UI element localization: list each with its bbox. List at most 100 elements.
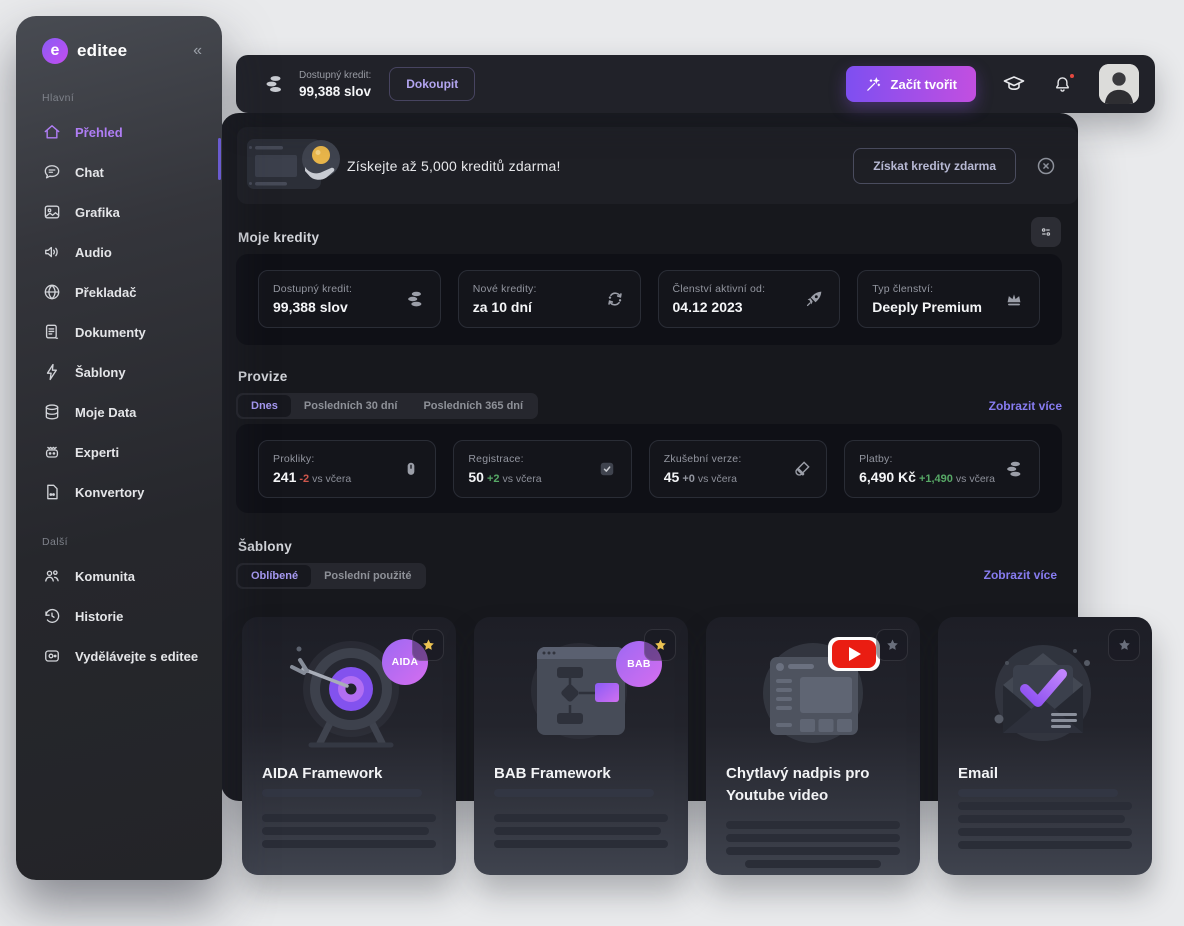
sidebar-item-vydelavejte[interactable]: Vydělávejte s editee (16, 636, 222, 676)
stat-value: 45 (663, 469, 680, 485)
history-icon (42, 606, 62, 626)
editee-logo-icon: e (42, 38, 68, 64)
stat-value: 99,388 slov (273, 299, 348, 315)
sidebar-item-dokumenty[interactable]: Dokumenty (16, 312, 222, 352)
commissions-tabs: Dnes Posledních 30 dní Posledních 365 dn… (236, 393, 539, 419)
sidebar-item-komunita[interactable]: Komunita (16, 556, 222, 596)
document-icon (42, 322, 62, 342)
sidebar-item-moje-data[interactable]: Moje Data (16, 392, 222, 432)
commissions-show-more-link[interactable]: Zobrazit více (988, 399, 1062, 413)
promo-banner: Získejte až 5,000 kreditů zdarma! Získat… (237, 127, 1078, 204)
stat-label: Dostupný kredit: (273, 283, 353, 295)
template-title: Email (958, 765, 999, 782)
tab-dnes[interactable]: Dnes (238, 395, 291, 417)
template-title: BAB Framework (494, 765, 611, 782)
bell-icon[interactable] (1052, 71, 1076, 95)
home-icon (42, 122, 62, 142)
sidebar-item-label: Vydělávejte s editee (75, 648, 199, 664)
credit-card-nove-kredity: Nové kredity: za 10 dní (457, 270, 641, 328)
nav-section-label: Další (42, 536, 68, 548)
sliders-icon[interactable] (1031, 217, 1061, 247)
speaker-icon (42, 242, 62, 262)
template-card-email[interactable]: Email (938, 617, 1152, 875)
stat-value: 6,490 Kč (859, 469, 916, 485)
sidebar-item-experti[interactable]: Experti (16, 432, 222, 472)
commission-card-prokliky: Prokliky: 241 -2 vs včera (258, 440, 437, 498)
file-convert-icon (42, 482, 62, 502)
secondary-nav: Komunita Historie Vydělávejte s editee (16, 556, 222, 676)
skeleton-lines (958, 789, 1132, 854)
skeleton-lines (262, 789, 436, 853)
tab-oblibene[interactable]: Oblíbené (238, 565, 312, 587)
stat-suffix: vs včera (955, 473, 995, 485)
get-free-credits-button[interactable]: Získat kredity zdarma (853, 147, 1016, 184)
coins-icon (404, 288, 426, 310)
template-cards: AIDA AIDA Framework BAB BAB Fr (242, 617, 1152, 875)
buy-credits-button[interactable]: Dokoupit (389, 67, 476, 101)
sidebar-item-label: Konvertory (75, 484, 145, 500)
sidebar-item-label: Grafika (75, 204, 120, 220)
banner-message: Získejte až 5,000 kreditů zdarma! (347, 157, 561, 174)
stat-delta: +1,490 (918, 473, 953, 485)
commissions-cards: Prokliky: 241 -2 vs včera Registrace: 50 +2… (236, 424, 1062, 513)
stat-label: Zkušební verze: (663, 453, 742, 465)
sidebar-item-historie[interactable]: Historie (16, 596, 222, 636)
tab-poslednich-365-dni[interactable]: Posledních 365 dní (423, 400, 524, 412)
sidebar-item-konvertory[interactable]: Konvertory (16, 472, 222, 512)
refresh-icon (604, 288, 626, 310)
template-card-aida[interactable]: AIDA AIDA Framework (242, 617, 456, 875)
brand: e editee « (16, 16, 222, 64)
test-tube-icon (792, 459, 812, 479)
template-card-bab[interactable]: BAB BAB Framework (474, 617, 688, 875)
chat-icon (42, 162, 62, 182)
stat-label: Typ členství: (872, 283, 934, 295)
credit-value: 99,388 slov (299, 83, 372, 99)
favorite-star-icon[interactable] (644, 629, 676, 661)
commission-card-zkusebni-verze: Zkušební verze: 45 +0 vs včera (648, 440, 828, 498)
sidebar-item-sablony[interactable]: Šablony (16, 352, 222, 392)
start-creating-label: Začít tvořit (890, 76, 957, 92)
sidebar-item-audio[interactable]: Audio (16, 232, 222, 272)
globe-icon (42, 282, 62, 302)
sidebar-item-label: Komunita (75, 568, 135, 584)
sidebar-item-prehled[interactable]: Přehled (16, 112, 222, 152)
favorite-star-icon[interactable] (412, 629, 444, 661)
people-icon (42, 566, 62, 586)
sidebar-item-label: Historie (75, 608, 124, 624)
sidebar-item-chat[interactable]: Chat (16, 152, 222, 192)
sidebar-item-label: Překladač (75, 284, 137, 300)
notification-dot (1068, 71, 1076, 80)
lightning-icon (42, 362, 62, 382)
credit-card-typ-clenstvi: Typ členství: Deeply Premium (857, 270, 1040, 328)
template-card-youtube[interactable]: Chytlavý nadpis pro Youtube video (706, 617, 920, 875)
tab-posledni-pouzite[interactable]: Poslední použité (324, 570, 412, 582)
mouse-icon (401, 459, 421, 479)
rocket-icon (803, 288, 825, 310)
credit-card-clenstvi-od: Členství aktivní od: 04.12 2023 (657, 270, 841, 328)
sidebar-collapse-button[interactable]: « (193, 42, 202, 59)
sidebar-item-label: Chat (75, 164, 104, 180)
email-illustration (965, 629, 1125, 764)
start-creating-button[interactable]: Začít tvořit (845, 66, 976, 102)
favorite-star-icon[interactable] (1108, 629, 1140, 661)
database-icon (42, 402, 62, 422)
tab-poslednich-30-dni[interactable]: Posledních 30 dní (303, 400, 398, 412)
sidebar-item-label: Přehled (75, 124, 123, 140)
sidebar-scrollbar[interactable] (218, 138, 221, 180)
image-icon (42, 202, 62, 222)
credits-cards: Dostupný kredit: 99,388 slov Nové kredit… (236, 254, 1062, 345)
sidebar-item-label: Experti (75, 444, 120, 460)
stat-value: 241 (273, 469, 297, 485)
stat-value: 04.12 2023 (672, 299, 743, 315)
graduation-cap-icon[interactable] (1002, 72, 1026, 96)
money-box-icon (42, 646, 62, 666)
sidebar-item-grafika[interactable]: Grafika (16, 192, 222, 232)
main-nav: Přehled Chat Grafika Audio Překladač Dok… (16, 112, 222, 512)
stat-value: 50 (468, 469, 484, 485)
templates-show-more-link[interactable]: Zobrazit více (983, 568, 1057, 582)
close-icon[interactable] (1034, 154, 1058, 178)
topbar: Dostupný kredit: 99,388 slov Dokoupit Za… (236, 55, 1155, 113)
sidebar-item-prekladac[interactable]: Překladač (16, 272, 222, 312)
user-avatar[interactable] (1099, 64, 1139, 104)
favorite-star-icon[interactable] (876, 629, 908, 661)
